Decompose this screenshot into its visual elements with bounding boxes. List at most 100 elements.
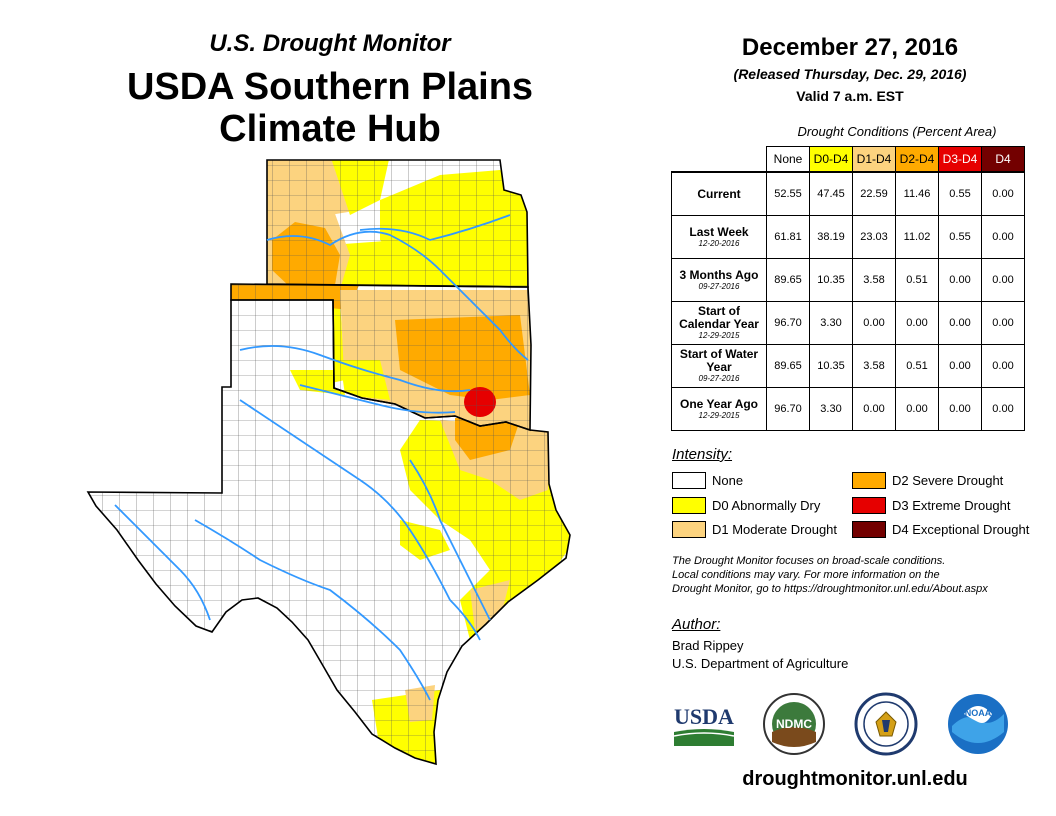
- table-cell: 0.55: [938, 215, 982, 259]
- table-row: Current 52.55 47.45 22.59 11.46 0.55 0.0…: [671, 171, 1025, 216]
- legend-swatch: [852, 472, 886, 489]
- table-cell: 0.00: [938, 301, 982, 345]
- table-cell: 0.00: [938, 387, 982, 431]
- table-cell: 10.35: [809, 258, 853, 302]
- ndmc-logo: NDMC: [763, 693, 825, 755]
- col-d0-d4: D0-D4: [809, 146, 853, 173]
- legend-swatch: [852, 521, 886, 538]
- author-name: Brad Rippey: [672, 638, 744, 653]
- row-label: 3 Months Ago 09-27-2016: [671, 258, 767, 302]
- footer-url[interactable]: droughtmonitor.unl.edu: [742, 768, 968, 790]
- table-row: One Year Ago 12-29-2015 96.70 3.30 0.00 0…: [671, 387, 1025, 431]
- noaa-logo: NOAA: [948, 694, 1008, 754]
- row-label: One Year Ago 12-29-2015: [671, 387, 767, 431]
- col-none: None: [766, 146, 810, 173]
- table-row: Start of Calendar Year 12-29-2015 96.70 3…: [671, 301, 1025, 345]
- drought-stats-table: None D0-D4 D1-D4 D2-D4 D3-D4 D4 Current …: [671, 146, 1025, 431]
- table-cell: 89.65: [766, 344, 810, 388]
- kansas-river: [359, 214, 511, 241]
- table-row: 3 Months Ago 09-27-2016 89.65 10.35 3.58 …: [671, 258, 1025, 302]
- table-cell: 0.00: [981, 171, 1025, 216]
- table-cell: 0.00: [981, 215, 1025, 259]
- released-date: (Released Thursday, Dec. 29, 2016): [733, 66, 967, 82]
- table-cell: 0.00: [981, 258, 1025, 302]
- kansas-state: [267, 160, 528, 287]
- table-cell: 0.00: [938, 258, 982, 302]
- legend-item-d0: D0 Abnormally Dry: [672, 497, 820, 514]
- table-cell: 0.51: [895, 344, 939, 388]
- table-cell: 0.00: [938, 344, 982, 388]
- legend-swatch: [852, 497, 886, 514]
- table-cell: 0.00: [895, 387, 939, 431]
- table-cell: 47.45: [809, 171, 853, 216]
- table-cell: 96.70: [766, 387, 810, 431]
- table-cell: 10.35: [809, 344, 853, 388]
- legend-item-d1: D1 Moderate Drought: [672, 521, 837, 538]
- brazos-river: [239, 399, 481, 641]
- table-cell: 3.30: [809, 301, 853, 345]
- table-cell: 0.55: [938, 171, 982, 216]
- canadian-river: [239, 345, 471, 393]
- author-heading: Author:: [672, 616, 721, 633]
- table-cell: 22.59: [852, 171, 896, 216]
- usda-logo-text: USDA: [674, 704, 734, 729]
- rivers: [114, 214, 529, 701]
- legend-item-d2: D2 Severe Drought: [852, 472, 1003, 489]
- arkansas-river: [266, 230, 529, 361]
- row-label: Current: [671, 171, 767, 216]
- red-river: [299, 384, 456, 414]
- row-label: Start of Calendar Year 12-29-2015: [671, 301, 767, 345]
- table-row: Start of Water Year 09-27-2016 89.65 10.3…: [671, 344, 1025, 388]
- row-label: Start of Water Year 09-27-2016: [671, 344, 767, 388]
- ndmc-logo-text: NDMC: [776, 717, 812, 731]
- table-cell: 0.00: [895, 301, 939, 345]
- table-header-row: None D0-D4 D1-D4 D2-D4 D3-D4 D4: [671, 146, 1025, 173]
- legend-swatch: [672, 497, 706, 514]
- conditions-caption: Drought Conditions (Percent Area): [797, 124, 997, 139]
- table-cell: 3.30: [809, 387, 853, 431]
- table-cell: 0.00: [981, 344, 1025, 388]
- valid-time: Valid 7 a.m. EST: [796, 88, 904, 104]
- map-subtitle: U.S. Drought Monitor: [209, 30, 451, 57]
- noaa-logo-text: NOAA: [965, 708, 992, 718]
- texas-outline: [86, 299, 571, 766]
- table-cell: 38.19: [809, 215, 853, 259]
- table-cell: 3.58: [852, 258, 896, 302]
- legend-item-d4: D4 Exceptional Drought: [852, 521, 1029, 538]
- table-cell: 11.02: [895, 215, 939, 259]
- col-d3-d4: D3-D4: [938, 146, 982, 173]
- map-date: December 27, 2016: [741, 34, 959, 61]
- table-cell: 23.03: [852, 215, 896, 259]
- usda-logo: USDA: [673, 704, 735, 746]
- legend-item-none: None: [672, 472, 743, 489]
- disclaimer-note: The Drought Monitor focuses on broad-sca…: [672, 555, 988, 595]
- table-cell: 0.00: [852, 387, 896, 431]
- col-d1-d4: D1-D4: [852, 146, 896, 173]
- pecos-river: [114, 504, 211, 621]
- table-row: Last Week 12-20-2016 61.81 38.19 23.03 11…: [671, 215, 1025, 259]
- table-cell: 0.00: [981, 301, 1025, 345]
- author-org: U.S. Department of Agriculture: [672, 656, 849, 671]
- col-d2-d4: D2-D4: [895, 146, 939, 173]
- map-title: USDA Southern Plains Climate Hub: [80, 66, 580, 150]
- table-cell: 96.70: [766, 301, 810, 345]
- table-cell: 0.00: [852, 301, 896, 345]
- title-line-2: Climate Hub: [219, 108, 441, 150]
- commerce-seal-logo: [854, 692, 918, 756]
- legend-swatch: [672, 472, 706, 489]
- row-label: Last Week 12-20-2016: [671, 215, 767, 259]
- table-cell: 61.81: [766, 215, 810, 259]
- table-cell: 0.00: [981, 387, 1025, 431]
- table-cell: 89.65: [766, 258, 810, 302]
- legend-heading: Intensity:: [672, 446, 733, 463]
- colorado-river: [194, 519, 431, 701]
- col-d4: D4: [981, 146, 1025, 173]
- table-cell: 52.55: [766, 171, 810, 216]
- drought-map: [86, 159, 571, 766]
- legend-swatch: [672, 521, 706, 538]
- trinity-river: [409, 459, 491, 621]
- legend-item-d3: D3 Extreme Drought: [852, 497, 1011, 514]
- title-line-1: USDA Southern Plains: [126, 66, 534, 108]
- table-cell: 0.51: [895, 258, 939, 302]
- table-cell: 3.58: [852, 344, 896, 388]
